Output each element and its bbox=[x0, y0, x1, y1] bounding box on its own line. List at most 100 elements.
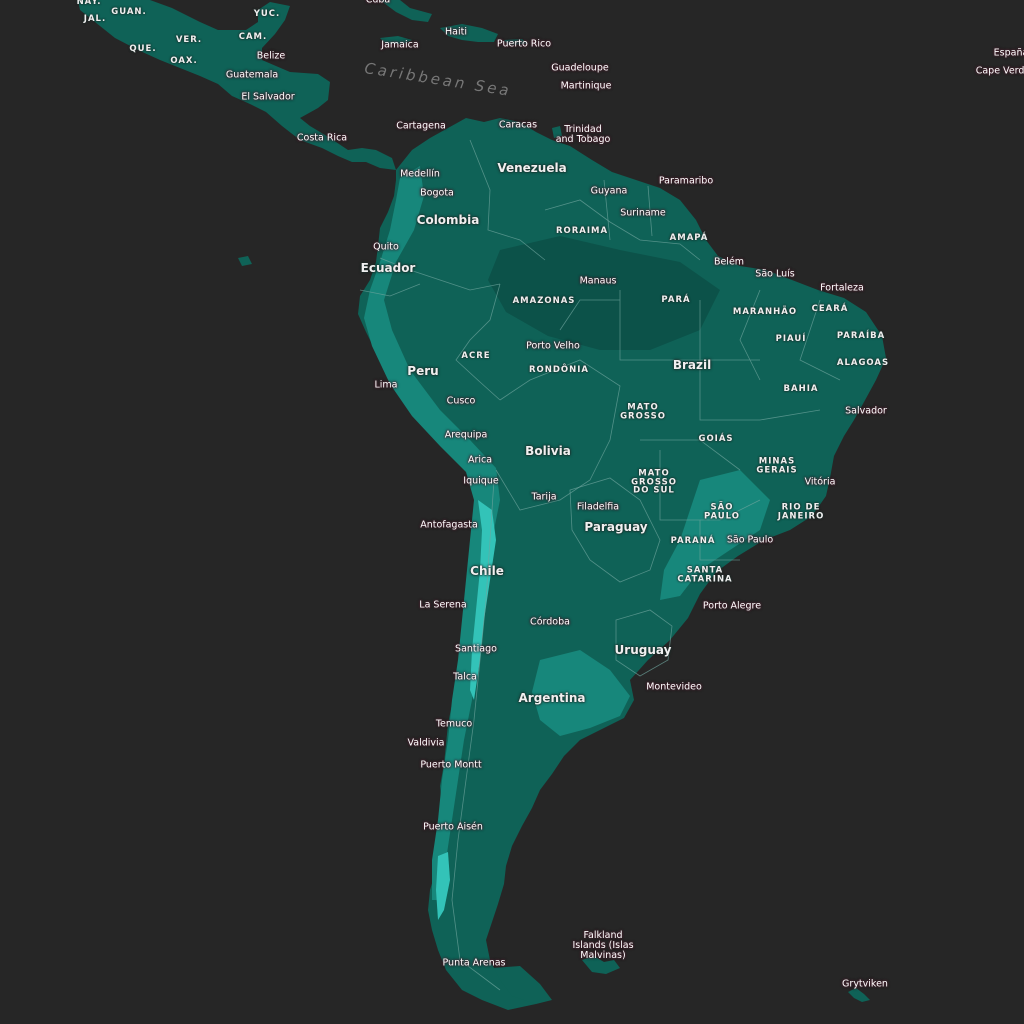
border-venezuela-brazil bbox=[544, 199, 701, 261]
region-label: GOIÁS bbox=[698, 433, 734, 444]
city-label[interactable]: Puerto Aisén bbox=[423, 821, 483, 833]
city-label[interactable]: Antofagasta bbox=[420, 519, 478, 531]
region-label: PIAUÍ bbox=[775, 333, 807, 344]
country-label[interactable]: Martinique bbox=[560, 80, 612, 92]
region-label: BAHIA bbox=[783, 383, 819, 394]
country-label[interactable]: Ecuador bbox=[360, 261, 416, 275]
country-label[interactable]: Cape Verde bbox=[975, 65, 1024, 77]
country-label[interactable]: Falkland Islands (Islas Malvinas) bbox=[572, 930, 634, 961]
city-label[interactable]: Montevideo bbox=[646, 681, 702, 693]
city-label[interactable]: Salvador bbox=[845, 405, 887, 417]
city-label[interactable]: Grytviken bbox=[842, 978, 888, 990]
border-colombia-peru bbox=[379, 257, 501, 291]
city-label[interactable]: Cusco bbox=[446, 395, 476, 407]
country-label[interactable]: Guadeloupe bbox=[551, 62, 609, 74]
city-label[interactable]: Paramaribo bbox=[658, 175, 714, 187]
city-label[interactable]: Caracas bbox=[498, 119, 538, 131]
border-bolivia bbox=[495, 359, 621, 511]
patagonia-ice-peaks bbox=[436, 852, 450, 920]
trinidad-landmass bbox=[552, 126, 562, 138]
border-paraguay bbox=[569, 477, 661, 583]
border-colombia-venezuela bbox=[469, 139, 546, 261]
border-chile-argentina bbox=[451, 479, 501, 991]
border-peru-brazil bbox=[455, 283, 501, 401]
country-label[interactable]: Uruguay bbox=[614, 643, 672, 657]
country-label[interactable]: Trinidad and Tobago bbox=[555, 124, 611, 145]
city-label[interactable]: Temuco bbox=[435, 718, 473, 730]
city-label[interactable]: Filadelfia bbox=[576, 501, 620, 513]
region-label: NAY. bbox=[76, 0, 102, 7]
hispaniola-landmass bbox=[440, 24, 498, 42]
country-label[interactable]: Bolivia bbox=[525, 444, 571, 458]
region-label: MATO GROSSO bbox=[620, 402, 666, 421]
brazil-coast-highlands bbox=[660, 470, 770, 600]
region-label: ALAGOAS bbox=[836, 357, 890, 368]
country-label[interactable]: Cuba bbox=[366, 0, 391, 5]
city-label[interactable]: La Serena bbox=[419, 599, 467, 611]
city-label[interactable]: Quito bbox=[373, 241, 399, 253]
region-label: OAX. bbox=[170, 55, 198, 66]
city-label[interactable]: Córdoba bbox=[530, 616, 570, 628]
country-label[interactable]: Costa Rica bbox=[296, 132, 348, 144]
city-label[interactable]: Arequipa bbox=[444, 429, 488, 441]
city-label[interactable]: Bogota bbox=[420, 187, 454, 199]
region-label: PARAÍBA bbox=[836, 330, 886, 341]
region-label: YUC. bbox=[253, 8, 281, 19]
country-label[interactable]: Brazil bbox=[672, 358, 712, 372]
country-label[interactable]: Argentina bbox=[518, 691, 586, 705]
city-label[interactable]: São Luís bbox=[755, 268, 795, 280]
country-label[interactable]: Guyana bbox=[590, 185, 628, 197]
country-label[interactable]: Peru bbox=[407, 364, 439, 378]
region-label: CAM. bbox=[238, 31, 268, 42]
south-america-landmass bbox=[358, 118, 886, 1010]
country-label[interactable]: Guatemala bbox=[225, 69, 279, 81]
country-label[interactable]: Chile bbox=[470, 564, 504, 578]
city-label[interactable]: Valdivia bbox=[407, 737, 445, 749]
region-label: SÃO PAULO bbox=[703, 502, 741, 521]
south-georgia-landmass bbox=[848, 988, 870, 1002]
country-label[interactable]: Puerto Rico bbox=[496, 38, 552, 50]
border-uruguay bbox=[615, 609, 673, 677]
city-label[interactable]: Tarija bbox=[531, 491, 557, 503]
city-label[interactable]: Manaus bbox=[579, 275, 617, 287]
city-label[interactable]: Talca bbox=[453, 671, 477, 683]
country-label[interactable]: Venezuela bbox=[497, 161, 567, 175]
country-label[interactable]: Belize bbox=[256, 50, 286, 62]
city-label[interactable]: Cartagena bbox=[396, 120, 446, 132]
region-label: RORAIMA bbox=[555, 225, 609, 236]
country-label[interactable]: Paraguay bbox=[584, 520, 648, 534]
city-label[interactable]: Santiago bbox=[455, 643, 497, 655]
region-label: ACRE bbox=[461, 350, 491, 361]
central-america-landmass bbox=[78, 0, 396, 170]
region-label: RONDÔNIA bbox=[528, 364, 590, 375]
jamaica-landmass bbox=[380, 36, 412, 44]
andes-highlands bbox=[364, 166, 500, 900]
city-label[interactable]: Vitória bbox=[804, 476, 836, 488]
region-label: JAL. bbox=[83, 13, 107, 24]
puerto-rico-landmass bbox=[504, 39, 528, 45]
city-label[interactable]: Fortaleza bbox=[820, 282, 864, 294]
city-label[interactable]: Iquique bbox=[463, 475, 499, 487]
country-label[interactable]: El Salvador bbox=[241, 91, 295, 103]
city-label[interactable]: Medellín bbox=[400, 168, 440, 180]
country-label[interactable]: Suriname bbox=[620, 207, 666, 219]
region-label: AMAPÁ bbox=[669, 232, 709, 243]
country-label[interactable]: Colombia bbox=[416, 213, 480, 227]
country-label[interactable]: Haiti bbox=[445, 26, 467, 38]
region-label: VER. bbox=[175, 34, 203, 45]
country-label[interactable]: Jamaica bbox=[381, 39, 419, 51]
city-label[interactable]: Punta Arenas bbox=[442, 957, 506, 969]
city-label[interactable]: Belém bbox=[713, 256, 745, 268]
city-label[interactable]: Puerto Montt bbox=[420, 759, 482, 771]
city-label[interactable]: Lima bbox=[374, 379, 398, 391]
galapagos-landmass bbox=[238, 256, 252, 266]
country-label[interactable]: España bbox=[993, 47, 1024, 59]
region-label: MINAS GERAIS bbox=[756, 456, 798, 475]
region-label: PARÁ bbox=[661, 294, 691, 305]
city-label[interactable]: Porto Alegre bbox=[702, 600, 762, 612]
city-label[interactable]: São Paulo bbox=[726, 534, 774, 546]
city-label[interactable]: Porto Velho bbox=[526, 340, 580, 352]
city-label[interactable]: Arica bbox=[467, 454, 493, 466]
